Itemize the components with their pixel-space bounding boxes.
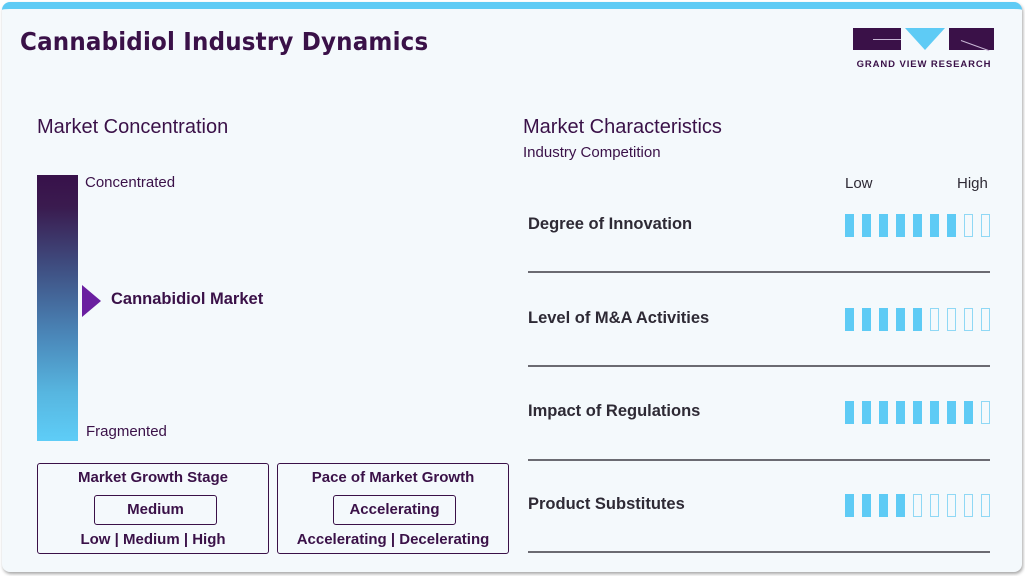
level-segment-empty [981,308,990,331]
level-segment-empty [947,308,956,331]
level-segment-filled [896,401,905,424]
level-segment-empty [913,494,922,517]
level-segment-filled [879,401,888,424]
concentration-gradient-bar [37,175,78,441]
level-segment-filled [947,401,956,424]
level-segment-filled [862,494,871,517]
growth-pace-selected: Accelerating [333,495,456,525]
row-divider [528,365,990,367]
level-segment-filled [879,214,888,237]
level-segment-empty [964,494,973,517]
fragmented-label: Fragmented [86,423,167,440]
growth-pace-options: Accelerating | Decelerating [296,531,490,548]
level-segment-filled [862,308,871,331]
level-meter [845,214,990,237]
level-segment-filled [896,494,905,517]
level-segment-empty [964,214,973,237]
level-segment-empty [964,308,973,331]
characteristic-label: Impact of Regulations [528,402,701,420]
characteristic-label: Degree of Innovation [528,215,693,233]
level-segment-filled [845,401,854,424]
level-meter [845,494,990,517]
level-segment-empty [930,308,939,331]
level-segment-filled [930,214,939,237]
level-meter [845,401,990,424]
scale-low-label: Low [845,175,873,192]
concentrated-label: Concentrated [85,174,176,191]
market-characteristics-heading: Market Characteristics [523,116,722,138]
logo-text: GRAND VIEW RESEARCH [856,59,992,70]
level-segment-filled [845,494,854,517]
level-segment-filled [879,494,888,517]
logo-line-icon [873,39,901,40]
level-segment-empty [930,494,939,517]
row-divider [528,271,990,273]
level-segment-filled [947,214,956,237]
market-concentration-heading: Market Concentration [37,116,229,138]
level-segment-filled [913,401,922,424]
characteristic-label: Level of M&A Activities [528,309,710,327]
page-title: Cannabidiol Industry Dynamics [20,27,429,56]
logo-r-block-icon [949,28,994,50]
growth-stage-title: Market Growth Stage [77,469,229,486]
level-segment-filled [862,214,871,237]
pace-of-market-growth-box: Pace of Market Growth Accelerating Accel… [277,463,509,554]
growth-stage-selected: Medium [94,495,217,525]
market-position-label: Cannabidiol Market [111,290,264,308]
characteristic-label: Product Substitutes [528,495,685,513]
level-segment-filled [964,401,973,424]
grand-view-research-logo: GRAND VIEW RESEARCH [853,28,995,72]
level-segment-empty [947,494,956,517]
market-growth-stage-box: Market Growth Stage Medium Low | Medium … [37,463,269,554]
industry-competition-subtitle: Industry Competition [523,144,661,161]
level-segment-filled [896,308,905,331]
level-segment-filled [879,308,888,331]
market-position-arrow-icon [82,285,101,317]
level-meter [845,308,990,331]
row-divider [528,551,990,553]
level-segment-filled [930,401,939,424]
logo-v-triangle-icon [905,28,945,50]
row-divider [528,459,990,461]
level-segment-filled [896,214,905,237]
growth-stage-options: Low | Medium | High [80,531,226,548]
level-segment-empty [981,401,990,424]
scale-high-label: High [957,175,988,192]
level-segment-empty [981,494,990,517]
growth-pace-title: Pace of Market Growth [311,469,475,486]
level-segment-filled [913,308,922,331]
level-segment-empty [981,214,990,237]
level-segment-filled [845,214,854,237]
level-segment-filled [845,308,854,331]
level-segment-filled [913,214,922,237]
level-segment-filled [862,401,871,424]
